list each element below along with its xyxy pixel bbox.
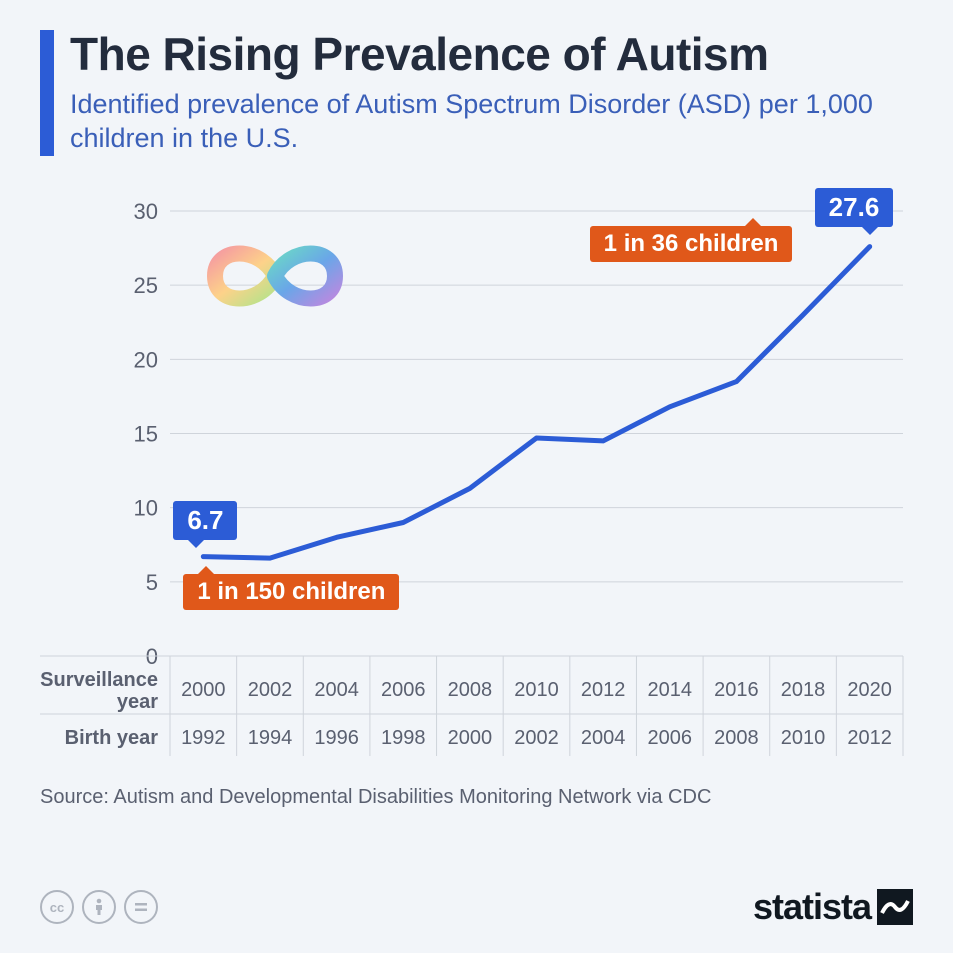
svg-text:1994: 1994: [248, 727, 293, 749]
svg-text:Surveillance: Surveillance: [40, 669, 158, 691]
svg-text:2020: 2020: [847, 679, 892, 701]
svg-text:2018: 2018: [781, 679, 826, 701]
callout-end-ratio: 1 in 36 children#co-end-ratio::after{rig…: [590, 226, 793, 262]
callout-start-value: 6.7#co-start-val::after{left:14px}: [173, 501, 237, 540]
cc-by-icon: [82, 890, 116, 924]
svg-text:2008: 2008: [714, 727, 759, 749]
statista-logo-icon: [877, 889, 913, 925]
svg-text:2008: 2008: [448, 679, 493, 701]
svg-text:30: 30: [134, 201, 158, 224]
svg-text:25: 25: [134, 273, 158, 298]
svg-text:1996: 1996: [314, 727, 359, 749]
statista-logo-text: statista: [753, 886, 871, 928]
svg-text:1998: 1998: [381, 727, 426, 749]
chart-subtitle: Identified prevalence of Autism Spectrum…: [70, 88, 913, 156]
svg-text:2014: 2014: [648, 679, 693, 701]
svg-text:2012: 2012: [581, 679, 626, 701]
cc-nd-icon: [124, 890, 158, 924]
svg-text:5: 5: [146, 570, 158, 595]
footer: cc statista: [40, 886, 913, 928]
svg-text:year: year: [117, 691, 158, 713]
statista-logo: statista: [753, 886, 913, 928]
callout-start-ratio: 1 in 150 children#co-start-ratio::after{…: [183, 574, 399, 610]
svg-text:2006: 2006: [381, 679, 426, 701]
svg-text:2000: 2000: [181, 679, 226, 701]
title-block: The Rising Prevalence of Autism Identifi…: [70, 30, 913, 156]
chart-title: The Rising Prevalence of Autism: [70, 30, 913, 78]
svg-text:Birth year: Birth year: [65, 727, 159, 749]
header: The Rising Prevalence of Autism Identifi…: [40, 30, 913, 156]
chart-area: 051015202530SurveillanceyearBirth year20…: [40, 201, 913, 761]
svg-text:2006: 2006: [648, 727, 693, 749]
title-accent-bar: [40, 30, 54, 156]
svg-text:2010: 2010: [514, 679, 559, 701]
svg-text:2012: 2012: [847, 727, 892, 749]
svg-text:2002: 2002: [514, 727, 559, 749]
svg-text:15: 15: [134, 421, 158, 446]
svg-text:2004: 2004: [581, 727, 626, 749]
svg-text:2002: 2002: [248, 679, 293, 701]
cc-license-icons: cc: [40, 890, 158, 924]
svg-text:2016: 2016: [714, 679, 759, 701]
callout-end-value: 27.6#co-end-val::after{right:14px}: [815, 188, 894, 227]
svg-text:2000: 2000: [448, 727, 493, 749]
svg-text:10: 10: [134, 495, 158, 520]
cc-icon: cc: [40, 890, 74, 924]
svg-text:1992: 1992: [181, 727, 226, 749]
line-chart-svg: 051015202530SurveillanceyearBirth year20…: [40, 201, 913, 761]
svg-text:2010: 2010: [781, 727, 826, 749]
infinity-rainbow-icon: [190, 231, 360, 321]
svg-text:20: 20: [134, 347, 158, 372]
source-text: Source: Autism and Developmental Disabil…: [40, 786, 913, 809]
svg-text:2004: 2004: [314, 679, 359, 701]
